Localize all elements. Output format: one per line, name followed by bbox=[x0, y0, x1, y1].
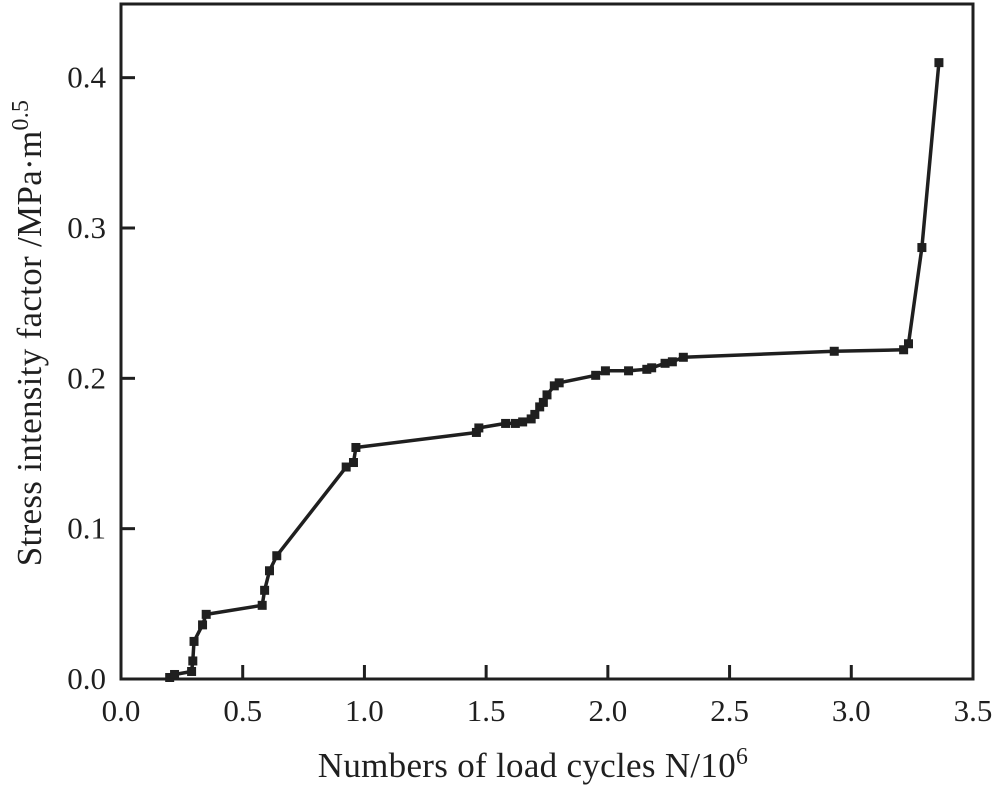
data-point-marker bbox=[647, 363, 657, 373]
data-point-marker bbox=[471, 427, 481, 437]
data-point-marker bbox=[189, 636, 199, 646]
y-axis: 0.0 0.1 0.2 0.3 0.4 bbox=[67, 60, 135, 696]
data-point-marker bbox=[678, 352, 688, 362]
data-point-marker bbox=[348, 458, 358, 468]
data-series bbox=[165, 58, 944, 682]
y-tick-label: 0.2 bbox=[67, 360, 106, 395]
data-point-marker bbox=[660, 358, 670, 368]
x-axis: 0.0 0.5 1.0 1.5 2.0 2.5 3.0 3.5 bbox=[102, 665, 993, 728]
x-tick-label: 1.0 bbox=[345, 693, 384, 728]
data-point-marker bbox=[165, 672, 175, 682]
data-point-marker bbox=[260, 585, 270, 595]
data-point-marker bbox=[917, 243, 927, 253]
plot-frame bbox=[119, 2, 975, 681]
data-point-marker bbox=[198, 620, 208, 630]
data-point-marker bbox=[474, 423, 484, 433]
data-point-marker bbox=[642, 364, 652, 374]
data-point-marker bbox=[542, 390, 552, 400]
y-tick-label: 0.1 bbox=[67, 511, 106, 546]
x-axis-title: Numbers of load cycles N/106 bbox=[317, 743, 749, 786]
data-point-marker bbox=[518, 417, 528, 427]
data-point-marker bbox=[554, 378, 564, 388]
data-point-marker bbox=[272, 551, 282, 561]
data-point-marker bbox=[600, 366, 610, 376]
data-point-marker bbox=[526, 414, 536, 424]
series-line bbox=[168, 62, 941, 679]
data-point-marker bbox=[591, 370, 601, 380]
data-point-marker bbox=[187, 666, 197, 676]
x-tick-label: 3.5 bbox=[954, 693, 993, 728]
data-point-marker bbox=[170, 669, 180, 679]
y-tick-label: 0.0 bbox=[67, 661, 106, 696]
data-point-marker bbox=[201, 609, 211, 619]
x-axis-title-text: Numbers of load cycles N/10 bbox=[317, 746, 737, 785]
data-point-marker bbox=[899, 345, 909, 355]
data-point-marker bbox=[341, 462, 351, 472]
x-tick-label: 2.0 bbox=[588, 693, 627, 728]
data-point-marker bbox=[624, 366, 634, 376]
x-axis-title-superscript: 6 bbox=[736, 743, 749, 770]
data-point-marker bbox=[257, 600, 267, 610]
data-point-marker bbox=[829, 346, 839, 356]
y-axis-title-text: Stress intensity factor /MPa·m bbox=[10, 130, 49, 567]
y-tick-label: 0.3 bbox=[67, 210, 106, 245]
x-tick-label: 1.5 bbox=[467, 693, 506, 728]
x-tick-label: 3.0 bbox=[832, 693, 871, 728]
data-point-marker bbox=[903, 339, 913, 349]
data-point-marker bbox=[535, 402, 545, 412]
x-tick-label: 0.5 bbox=[223, 693, 262, 728]
data-point-marker bbox=[530, 409, 540, 419]
y-axis-title: Stress intensity factor /MPa·m0.5 bbox=[7, 99, 50, 567]
x-tick-label: 0.0 bbox=[102, 693, 141, 728]
data-point-marker bbox=[667, 357, 677, 367]
data-point-marker bbox=[538, 397, 548, 407]
data-point-marker bbox=[501, 418, 511, 428]
y-tick-label: 0.4 bbox=[67, 60, 106, 95]
data-point-marker bbox=[510, 418, 520, 428]
data-point-marker bbox=[188, 656, 198, 666]
data-point-marker bbox=[351, 442, 361, 452]
y-axis-title-superscript: 0.5 bbox=[7, 99, 34, 131]
data-point-marker bbox=[934, 58, 944, 68]
data-point-marker bbox=[549, 381, 559, 391]
data-point-marker bbox=[264, 566, 274, 576]
x-tick-label: 2.5 bbox=[710, 693, 749, 728]
